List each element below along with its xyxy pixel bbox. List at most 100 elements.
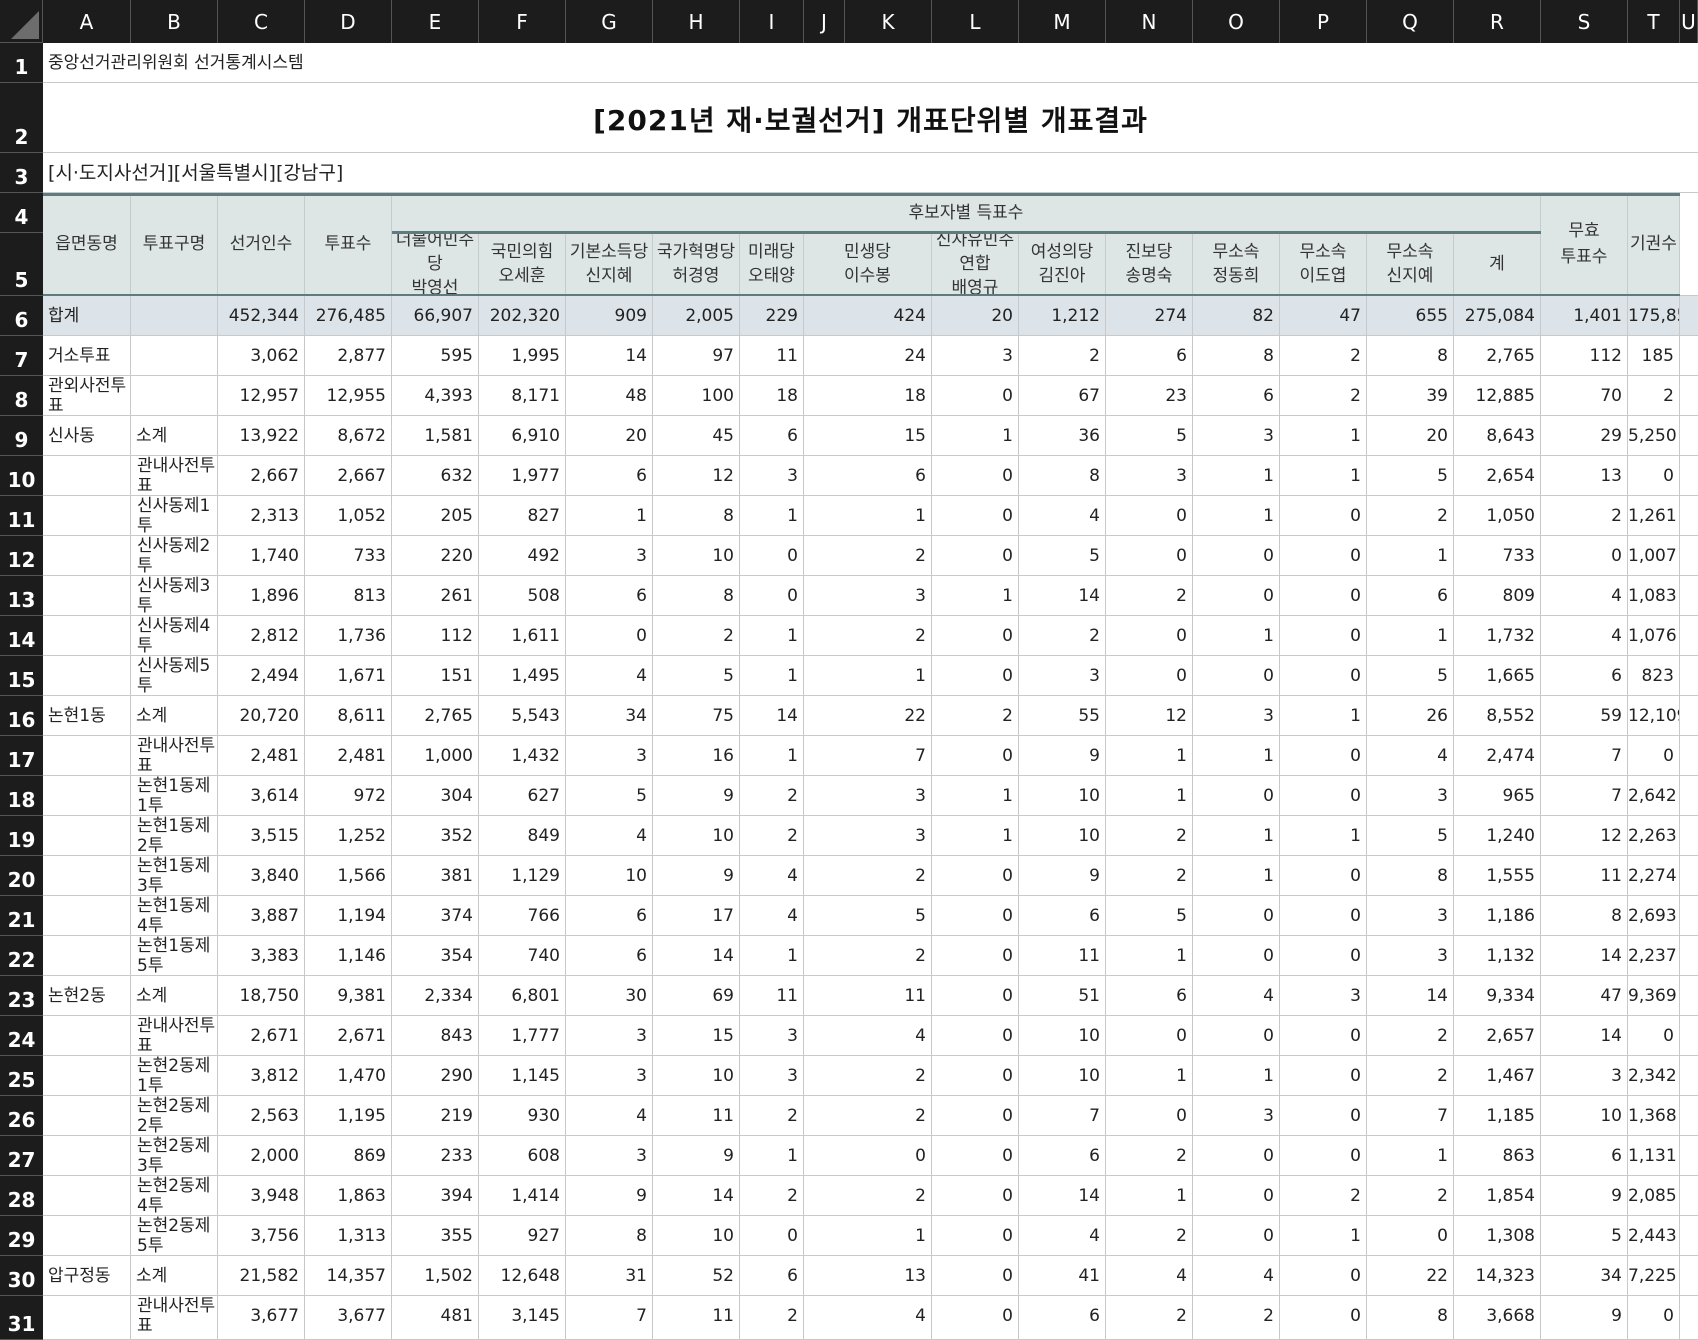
cell-value[interactable]: 965 <box>1454 776 1541 816</box>
cell-value[interactable]: 6 <box>566 936 653 976</box>
cell-blank-u[interactable] <box>1680 1016 1698 1056</box>
column-header-n[interactable]: N <box>1106 0 1193 43</box>
cell-district[interactable]: 압구정동 <box>43 1256 131 1296</box>
column-header-i[interactable]: I <box>740 0 804 43</box>
row-header-22[interactable]: 22 <box>0 936 43 976</box>
cell-value[interactable]: 8 <box>566 1216 653 1256</box>
column-header-e[interactable]: E <box>392 0 479 43</box>
cell-value[interactable]: 6 <box>1541 656 1628 696</box>
cell-value[interactable]: 1 <box>1106 1056 1193 1096</box>
cell-value[interactable]: 1,995 <box>479 336 566 376</box>
cell-value[interactable]: 7 <box>1541 776 1628 816</box>
cell-value[interactable]: 5,543 <box>479 696 566 736</box>
cell-value[interactable]: 0 <box>1280 1256 1367 1296</box>
cell-value[interactable]: 4 <box>1019 1216 1106 1256</box>
cell-district[interactable] <box>43 656 131 696</box>
cell-value[interactable]: 1 <box>740 656 804 696</box>
cell-value[interactable]: 8,643 <box>1454 416 1541 456</box>
cell-value[interactable]: 2,671 <box>305 1016 392 1056</box>
cell-value[interactable]: 2 <box>1106 1216 1193 1256</box>
cell-value[interactable]: 8,672 <box>305 416 392 456</box>
cell-value[interactable]: 0 <box>932 536 1019 576</box>
cell-value[interactable]: 1,414 <box>479 1176 566 1216</box>
election-filter-cell[interactable]: [시·도지사선거][서울특별시][강남구] <box>43 153 1698 193</box>
cell-value[interactable]: 0 <box>932 1016 1019 1056</box>
cell-value[interactable]: 1 <box>1106 936 1193 976</box>
cell-value[interactable]: 75 <box>653 696 740 736</box>
cell-blank-u[interactable] <box>1680 296 1698 336</box>
cell-value[interactable]: 4 <box>1193 976 1280 1016</box>
cell-value[interactable]: 2 <box>1106 816 1193 856</box>
cell-value[interactable]: 15 <box>804 416 932 456</box>
cell-value[interactable]: 5 <box>1367 456 1454 496</box>
header-invalid[interactable]: 무효 투표수 <box>1541 193 1628 296</box>
cell-value[interactable]: 6 <box>566 576 653 616</box>
row-header-31[interactable]: 31 <box>0 1296 43 1340</box>
cell-value[interactable]: 2 <box>740 1176 804 1216</box>
cell-value[interactable]: 39 <box>1367 376 1454 416</box>
row-header-4[interactable]: 4 <box>0 193 43 233</box>
header-candidate-1[interactable]: 국민의힘 오세훈 <box>479 233 566 296</box>
cell-value[interactable]: 9 <box>1541 1296 1628 1340</box>
cell-value[interactable]: 733 <box>305 536 392 576</box>
cell-value[interactable]: 3 <box>1367 776 1454 816</box>
cell-blank-u[interactable] <box>1680 936 1698 976</box>
cell-value[interactable]: 355 <box>392 1216 479 1256</box>
cell-value[interactable]: 3 <box>804 776 932 816</box>
cell-value[interactable]: 26 <box>1367 696 1454 736</box>
cell-value[interactable]: 6,801 <box>479 976 566 1016</box>
cell-district[interactable] <box>43 1016 131 1056</box>
header-voters[interactable]: 투표수 <box>305 193 392 296</box>
cell-value[interactable]: 16 <box>653 736 740 776</box>
cell-value[interactable]: 4 <box>566 656 653 696</box>
cell-value[interactable]: 1,736 <box>305 616 392 656</box>
cell-district[interactable]: 논현1동 <box>43 696 131 736</box>
cell-value[interactable]: 4 <box>804 1296 932 1340</box>
cell-value[interactable]: 5 <box>1367 816 1454 856</box>
cell-value[interactable]: 8,171 <box>479 376 566 416</box>
cell-value[interactable]: 4 <box>1019 496 1106 536</box>
cell-value[interactable]: 1,313 <box>305 1216 392 1256</box>
cell-value[interactable]: 18 <box>804 376 932 416</box>
cell-value[interactable]: 10 <box>1019 776 1106 816</box>
cell-vote-type[interactable]: 신사동제1투 <box>131 496 218 536</box>
cell-district[interactable] <box>43 896 131 936</box>
cell-value[interactable]: 0 <box>1106 616 1193 656</box>
cell-value[interactable]: 1 <box>932 416 1019 456</box>
header-abstain[interactable]: 기권수 <box>1628 193 1680 296</box>
cell-value[interactable]: 22 <box>804 696 932 736</box>
cell-value[interactable]: 0 <box>1280 576 1367 616</box>
cell-vote-type[interactable]: 신사동제5투 <box>131 656 218 696</box>
cell-value[interactable]: 3 <box>804 816 932 856</box>
cell-value[interactable]: 2 <box>1367 496 1454 536</box>
cell-vote-type[interactable]: 소계 <box>131 976 218 1016</box>
cell-value[interactable]: 0 <box>932 1296 1019 1340</box>
cell-vote-type[interactable]: 신사동제4투 <box>131 616 218 656</box>
cell-value[interactable]: 23 <box>1106 376 1193 416</box>
column-header-h[interactable]: H <box>653 0 740 43</box>
cell-value[interactable]: 813 <box>305 576 392 616</box>
cell-value[interactable]: 0 <box>932 1056 1019 1096</box>
cell-value[interactable]: 29 <box>1541 416 1628 456</box>
cell-value[interactable]: 0 <box>1280 896 1367 936</box>
cell-value[interactable]: 508 <box>479 576 566 616</box>
cell-value[interactable]: 0 <box>566 616 653 656</box>
cell-value[interactable]: 2 <box>804 536 932 576</box>
cell-value[interactable]: 0 <box>1280 656 1367 696</box>
cell-blank-u[interactable] <box>1680 1056 1698 1096</box>
cell-value[interactable]: 10 <box>653 1216 740 1256</box>
cell-value[interactable]: 14 <box>1541 1016 1628 1056</box>
row-header-12[interactable]: 12 <box>0 536 43 576</box>
cell-value[interactable]: 5 <box>1367 656 1454 696</box>
cell-value[interactable]: 2,642 <box>1628 776 1680 816</box>
cell-value[interactable]: 5 <box>566 776 653 816</box>
row-header-27[interactable]: 27 <box>0 1136 43 1176</box>
cell-value[interactable]: 1 <box>804 656 932 696</box>
cell-blank-u[interactable] <box>1680 576 1698 616</box>
cell-district[interactable] <box>43 616 131 656</box>
cell-value[interactable]: 0 <box>1628 1016 1680 1056</box>
cell-value[interactable]: 354 <box>392 936 479 976</box>
cell-value[interactable]: 2,877 <box>305 336 392 376</box>
cell-value[interactable]: 823 <box>1628 656 1680 696</box>
cell-value[interactable]: 3 <box>1193 1096 1280 1136</box>
